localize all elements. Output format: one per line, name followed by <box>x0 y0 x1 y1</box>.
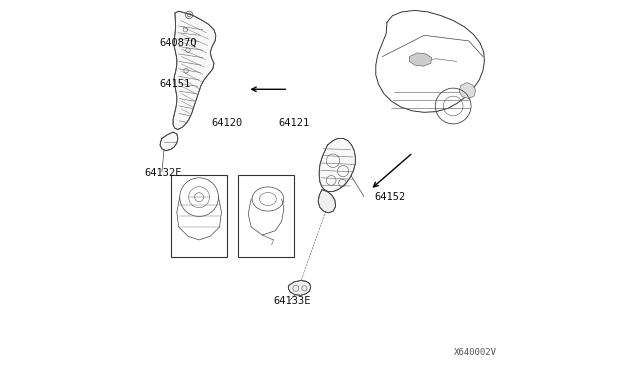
Text: 64152: 64152 <box>374 192 405 202</box>
Text: 64087Q: 64087Q <box>159 38 196 48</box>
Text: 64121: 64121 <box>278 118 310 128</box>
Text: X640002V: X640002V <box>454 348 497 357</box>
Bar <box>172 175 227 257</box>
Polygon shape <box>410 53 431 66</box>
Polygon shape <box>160 132 178 151</box>
Polygon shape <box>319 138 355 192</box>
Text: 64133E: 64133E <box>273 296 311 306</box>
Polygon shape <box>173 11 216 129</box>
Text: 64120: 64120 <box>211 118 243 128</box>
Polygon shape <box>289 280 310 295</box>
Bar <box>238 175 294 257</box>
Text: 64132E: 64132E <box>145 168 182 178</box>
Polygon shape <box>459 83 476 99</box>
Text: 64151: 64151 <box>159 79 191 89</box>
Polygon shape <box>318 190 335 213</box>
